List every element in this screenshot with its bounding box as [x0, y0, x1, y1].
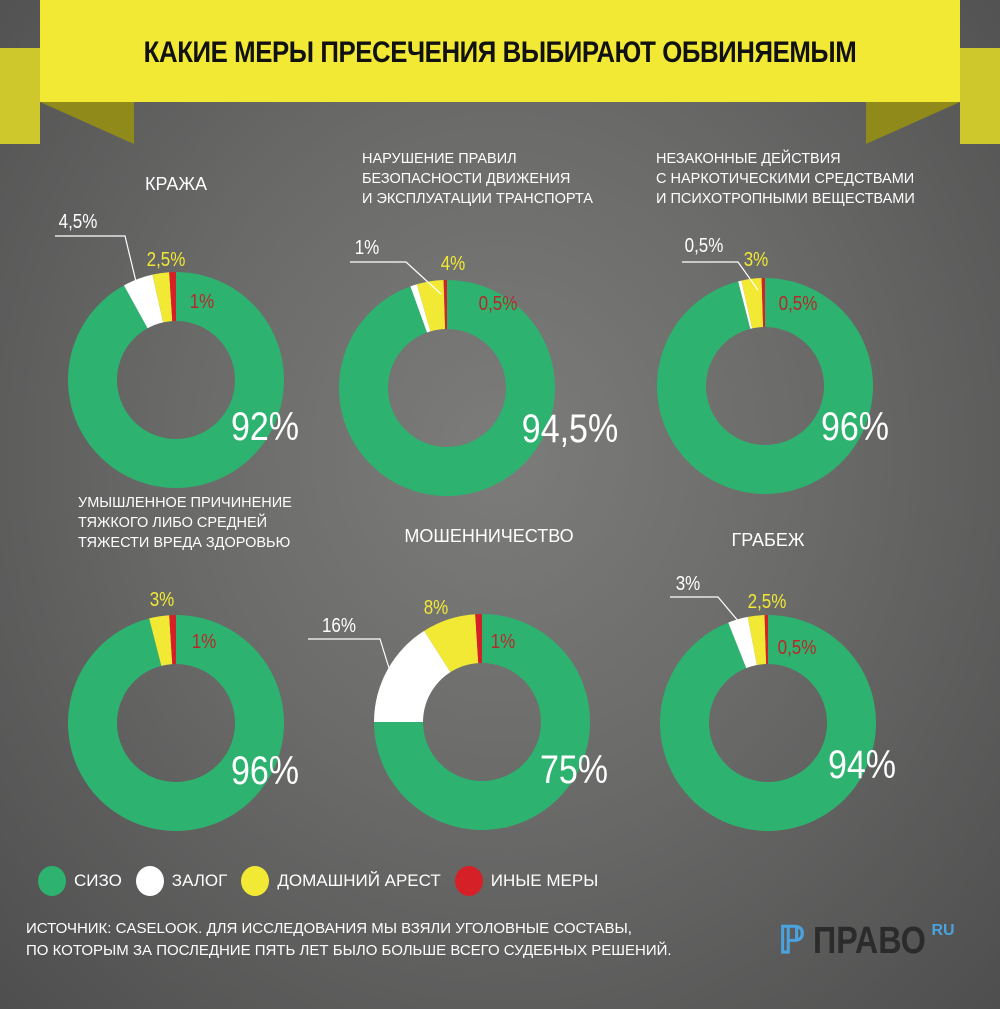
segment-label: 0,5%	[479, 292, 518, 315]
legend-item-sizo: СИЗО	[38, 866, 122, 896]
donut-segment-sizo	[656, 278, 873, 495]
leader-line	[350, 261, 442, 295]
donut-segment-3	[169, 272, 176, 322]
leader-line	[670, 596, 745, 629]
segment-label: 0,5%	[778, 636, 817, 659]
donut-segment-1	[149, 615, 173, 666]
segment-label: 0,5%	[779, 292, 818, 315]
chart-title: МОШЕННИЧЕСТВО	[404, 526, 573, 546]
logo-word: ПРАВО	[812, 920, 926, 962]
leader-line	[682, 261, 759, 291]
segment-label: 3%	[150, 588, 175, 611]
donut-segment-2	[416, 280, 446, 332]
donut-segment-sizo	[68, 272, 285, 488]
legend-swatch	[135, 866, 164, 896]
segment-label: 1%	[355, 236, 380, 259]
segment-label: 3%	[676, 572, 701, 595]
donut-segment-3	[761, 278, 765, 328]
legend-swatch	[454, 866, 483, 896]
source-line: ПО КОТОРЫМ ЗА ПОСЛЕДНИЕ ПЯТЬ ЛЕТ БЫЛО БО…	[26, 942, 672, 959]
segment-label: 4%	[441, 252, 466, 275]
leader-line	[308, 638, 390, 669]
legend-label: ЗАЛОГ	[171, 871, 228, 890]
donut-segment-2	[741, 278, 764, 329]
segment-label: 8%	[424, 596, 449, 619]
donut-segment-sizo	[660, 615, 877, 832]
donut-segment-sizo	[67, 615, 284, 831]
chart-title: КРАЖА	[145, 174, 207, 194]
segment-label: 1%	[190, 290, 215, 313]
logo-suffix: RU	[931, 922, 955, 939]
chart-title: УМЫШЛЕННОЕ ПРИЧИНЕНИЕ ТЯЖКОГО ЛИБО СРЕДНЕ…	[78, 495, 292, 551]
segment-label: 2,5%	[748, 590, 787, 613]
chart-title: НЕЗАКОННЫЕ ДЕЙСТВИЯ С НАРКОТИЧЕСКИМИ СРЕД…	[656, 149, 915, 207]
page-title: КАКИЕ МЕРЫ ПРЕСЕЧЕНИЯ ВЫБИРАЮТ ОБВИНЯЕМЫ…	[143, 36, 857, 69]
segment-label: 0,5%	[685, 234, 724, 257]
main-percent-label: 94,5%	[522, 405, 618, 450]
leader-line	[55, 235, 139, 291]
legend-label: ИНЫЕ МЕРЫ	[490, 871, 599, 890]
chart-title: ГРАБЕЖ	[732, 530, 805, 550]
title-banner: КАКИЕ МЕРЫ ПРЕСЕЧЕНИЯ ВЫБИРАЮТ ОБВИНЯЕМЫ…	[40, 0, 960, 102]
legend-item-home-arrest: ДОМАШНИЙ АРЕСТ	[241, 866, 441, 896]
legend-swatch	[38, 866, 66, 896]
source-line: ИСТОЧНИК: CASELOOK. ДЛЯ ИССЛЕДОВАНИЯ МЫ …	[26, 920, 632, 937]
donut-segment-sizo	[374, 614, 590, 830]
legend-swatch	[241, 866, 270, 896]
segment-label: 2,5%	[147, 248, 186, 271]
banner-ribbon-left	[0, 48, 40, 144]
segment-label: 4,5%	[59, 210, 98, 233]
pravo-ru-logo: ℙ ПРАВО RU	[778, 922, 955, 960]
legend-label: ДОМАШНИЙ АРЕСТ	[277, 871, 441, 890]
legend-label: СИЗО	[74, 871, 122, 890]
donut-segment-3	[475, 614, 482, 664]
banner-ribbon-right	[960, 48, 1000, 144]
donut-segment-1	[738, 280, 753, 329]
donut-segment-2	[747, 615, 767, 666]
segment-label: 3%	[744, 248, 769, 271]
chart-title: НАРУШЕНИЕ ПРАВИЛ БЕЗОПАСНОСТИ ДВИЖЕНИЯ И Э…	[362, 151, 593, 207]
legend: СИЗО ЗАЛОГ ДОМАШНИЙ АРЕСТ ИНЫЕ МЕРЫ	[38, 866, 612, 896]
donut-segment-sizo	[339, 280, 556, 496]
donut-segment-3	[764, 615, 768, 665]
segment-label: 1%	[192, 630, 217, 653]
legend-item-other: ИНЫЕ МЕРЫ	[454, 866, 599, 896]
main-percent-label: 75%	[540, 746, 608, 791]
donut-segment-2	[152, 272, 173, 323]
donut-segment-3	[443, 280, 447, 330]
donut-segment-1	[374, 630, 451, 722]
donut-segment-1	[728, 616, 757, 669]
donut-segment-1	[123, 274, 164, 329]
donut-segment-2	[424, 614, 479, 673]
donut-segment-2	[169, 615, 176, 665]
legend-item-zalog: ЗАЛОГ	[135, 866, 228, 896]
main-percent-label: 96%	[231, 747, 299, 792]
logo-icon: ℙ	[778, 920, 805, 962]
segment-label: 16%	[322, 614, 356, 637]
main-percent-label: 92%	[231, 403, 299, 448]
donut-segment-1	[410, 284, 431, 333]
main-percent-label: 96%	[821, 403, 889, 448]
source-note: ИСТОЧНИК: CASELOOK. ДЛЯ ИССЛЕДОВАНИЯ МЫ …	[26, 918, 672, 962]
segment-label: 1%	[491, 630, 516, 653]
main-percent-label: 94%	[828, 741, 896, 786]
